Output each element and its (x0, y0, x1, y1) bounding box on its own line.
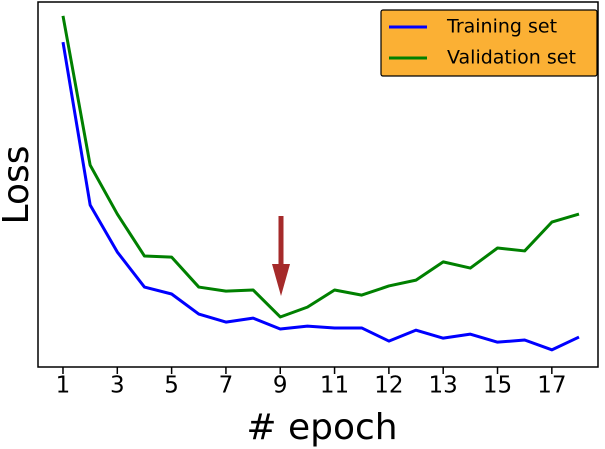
x-tick-label: 17 (537, 373, 566, 399)
x-axis-label: # epoch (246, 407, 397, 448)
legend: Training set Validation set (380, 9, 598, 77)
plot-frame (37, 1, 599, 368)
x-tick-label: 9 (273, 373, 288, 399)
x-tick-label: 7 (219, 373, 234, 399)
arrow-head (272, 264, 290, 296)
x-tick-label: 12 (374, 373, 403, 399)
line-series (61, 15, 580, 319)
annotation-arrow (272, 216, 290, 296)
y-axis-label: Loss (0, 146, 37, 225)
x-tick-label: 11 (320, 373, 349, 399)
legend-label: Training set (446, 16, 557, 38)
x-tick-label: 1 (56, 373, 71, 399)
line-series (61, 41, 580, 352)
legend-box (380, 9, 598, 77)
x-tick-label: 15 (483, 373, 512, 399)
x-tick-label: 3 (110, 373, 125, 399)
x-tick-label: 13 (429, 373, 458, 399)
legend-label: Validation set (447, 47, 576, 69)
x-tick-label: 5 (164, 373, 179, 399)
